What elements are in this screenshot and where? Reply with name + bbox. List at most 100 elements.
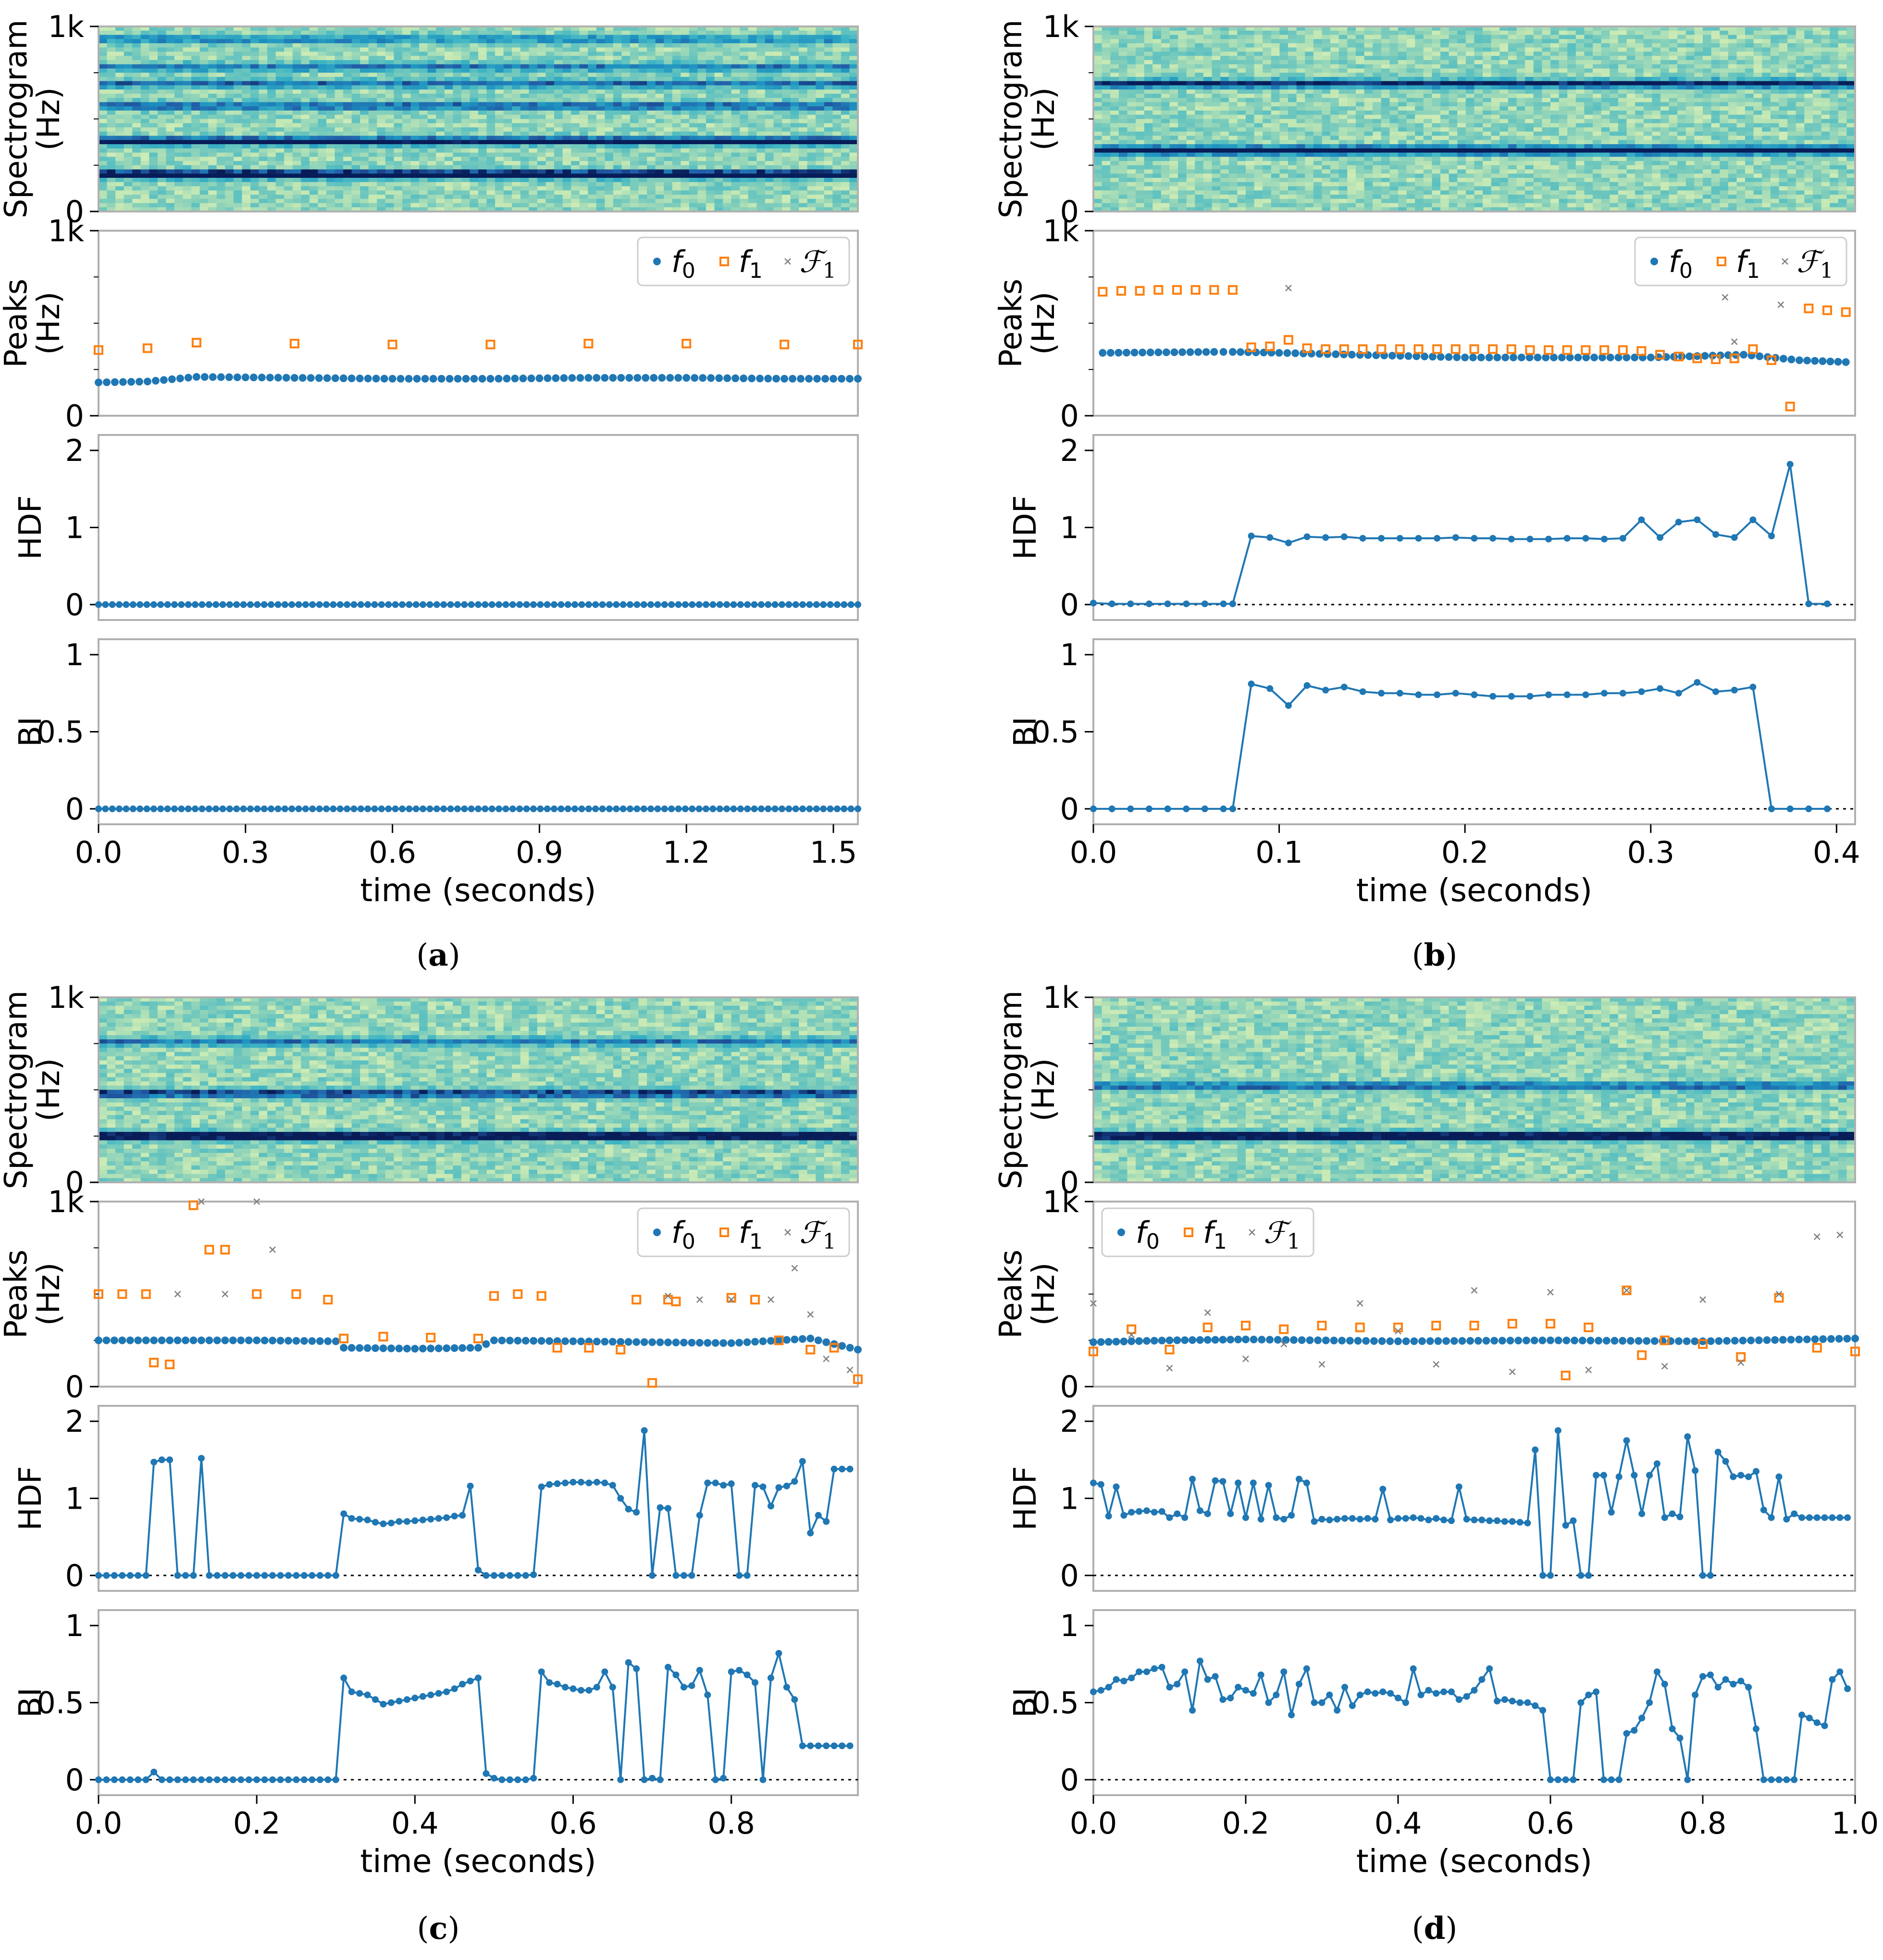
f0-point xyxy=(584,374,592,382)
spectrogram-cell xyxy=(799,119,808,124)
spectrogram-cell xyxy=(200,119,209,124)
f0-point xyxy=(152,377,160,385)
spectrogram-cell xyxy=(697,149,706,153)
spectrogram-cell xyxy=(1144,182,1153,187)
hdf-point xyxy=(364,601,371,608)
spectrogram-cell xyxy=(385,195,395,199)
spectrogram-cell xyxy=(1136,64,1145,69)
spectrogram-cell xyxy=(343,174,352,178)
spectrogram-cell xyxy=(326,144,335,149)
spectrogram-cell xyxy=(731,186,741,191)
spectrogram-cell xyxy=(554,98,563,103)
spectrogram-cell xyxy=(402,165,411,170)
spectrogram-cell xyxy=(816,39,825,44)
spectrogram-cell xyxy=(621,127,631,132)
spectrogram-cell xyxy=(200,111,209,115)
spectrogram-cell xyxy=(545,153,555,158)
spectrogram-cell xyxy=(200,81,209,86)
spectrogram-cell xyxy=(647,186,656,191)
spectrogram-cell xyxy=(605,81,614,86)
spectrogram-cell xyxy=(571,52,580,57)
spectrogram-cell xyxy=(647,119,656,124)
spectrogram-cell xyxy=(832,170,842,174)
spectrogram-cell xyxy=(1102,136,1111,141)
spectrogram-cell xyxy=(799,203,808,208)
spectrogram-cell xyxy=(765,43,774,48)
spectrogram-cell xyxy=(1187,186,1196,191)
spectrogram-cell xyxy=(445,136,454,141)
spectrogram-cell xyxy=(1203,203,1213,208)
spectrogram-cell xyxy=(453,119,462,124)
spectrogram-cell xyxy=(621,48,631,52)
spectrogram-cell xyxy=(723,144,732,149)
spectrogram-cell xyxy=(723,48,732,52)
spectrogram-cell xyxy=(1093,190,1103,195)
spectrogram-cell xyxy=(394,98,403,103)
spectrogram-cell xyxy=(799,43,808,48)
spectrogram-cell xyxy=(715,115,724,120)
spectrogram-cell xyxy=(841,48,850,52)
spectrogram-cell xyxy=(580,186,589,191)
spectrogram-cell xyxy=(115,161,124,166)
f0-point xyxy=(234,373,241,381)
spectrogram-cell xyxy=(545,123,555,128)
hdf-point xyxy=(765,601,771,608)
spectrogram-cell xyxy=(664,178,673,183)
spectrogram-cell xyxy=(731,136,741,141)
spectrogram-cell xyxy=(1170,73,1179,77)
spectrogram-cell xyxy=(773,186,782,191)
spectrogram-cell xyxy=(234,144,243,149)
spectrogram-cell xyxy=(158,157,167,161)
spectrogram-cell xyxy=(664,161,673,166)
spectrogram-cell xyxy=(765,86,774,90)
spectrogram-cell xyxy=(664,39,673,44)
spectrogram-cell xyxy=(1178,170,1187,174)
spectrogram-cell xyxy=(318,186,327,191)
spectrogram-cell xyxy=(520,98,530,103)
spectrogram-cell xyxy=(807,123,817,128)
spectrogram-cell xyxy=(217,43,226,48)
spectrogram-cell xyxy=(807,140,817,145)
spectrogram-cell xyxy=(1127,98,1136,103)
spectrogram-cell xyxy=(394,174,403,178)
spectrogram-cell xyxy=(335,111,344,115)
spectrogram-cell xyxy=(504,144,513,149)
spectrogram-cell xyxy=(1093,203,1103,208)
spectrogram-cell xyxy=(495,60,504,65)
spectrogram-cell xyxy=(504,149,513,153)
spectrogram-cell xyxy=(799,132,808,136)
spectrogram-cell xyxy=(242,89,251,94)
spectrogram-cell xyxy=(242,123,251,128)
spectrogram-cell xyxy=(360,35,369,40)
spectrogram-cell xyxy=(107,31,116,36)
spectrogram-cell xyxy=(1102,31,1111,36)
spectrogram-cell xyxy=(647,64,656,69)
spectrogram-cell xyxy=(1110,119,1119,124)
spectrogram-cell xyxy=(310,73,319,77)
spectrogram-cell xyxy=(1093,86,1103,90)
spectrogram-cell xyxy=(394,56,403,61)
spectrogram-cell xyxy=(689,64,698,69)
spectrogram-cell xyxy=(394,203,403,208)
hdf-axes-frame xyxy=(99,435,858,620)
bi-ylabel: BI xyxy=(13,717,49,747)
spectrogram-cell xyxy=(436,39,445,44)
hdf-point xyxy=(123,601,129,608)
spectrogram-cell xyxy=(174,102,184,107)
spectrogram-cell xyxy=(217,86,226,90)
spectrogram-cell xyxy=(588,140,597,145)
spectrogram-cell xyxy=(191,140,200,145)
spectrogram-cell xyxy=(588,73,597,77)
spectrogram-cell xyxy=(107,77,116,82)
f0-point xyxy=(201,373,209,381)
spectrogram-cell xyxy=(816,94,825,99)
spectrogram-cell xyxy=(166,48,175,52)
spectrogram-cell xyxy=(580,35,589,40)
spectrogram-cell xyxy=(1203,195,1213,199)
spectrogram-cell xyxy=(1127,190,1136,195)
spectrogram-cell xyxy=(529,52,538,57)
spectrogram-cell xyxy=(807,149,817,153)
spectrogram-cell xyxy=(369,182,378,187)
spectrogram-cell xyxy=(1170,60,1179,65)
spectrogram-cell xyxy=(352,52,361,57)
